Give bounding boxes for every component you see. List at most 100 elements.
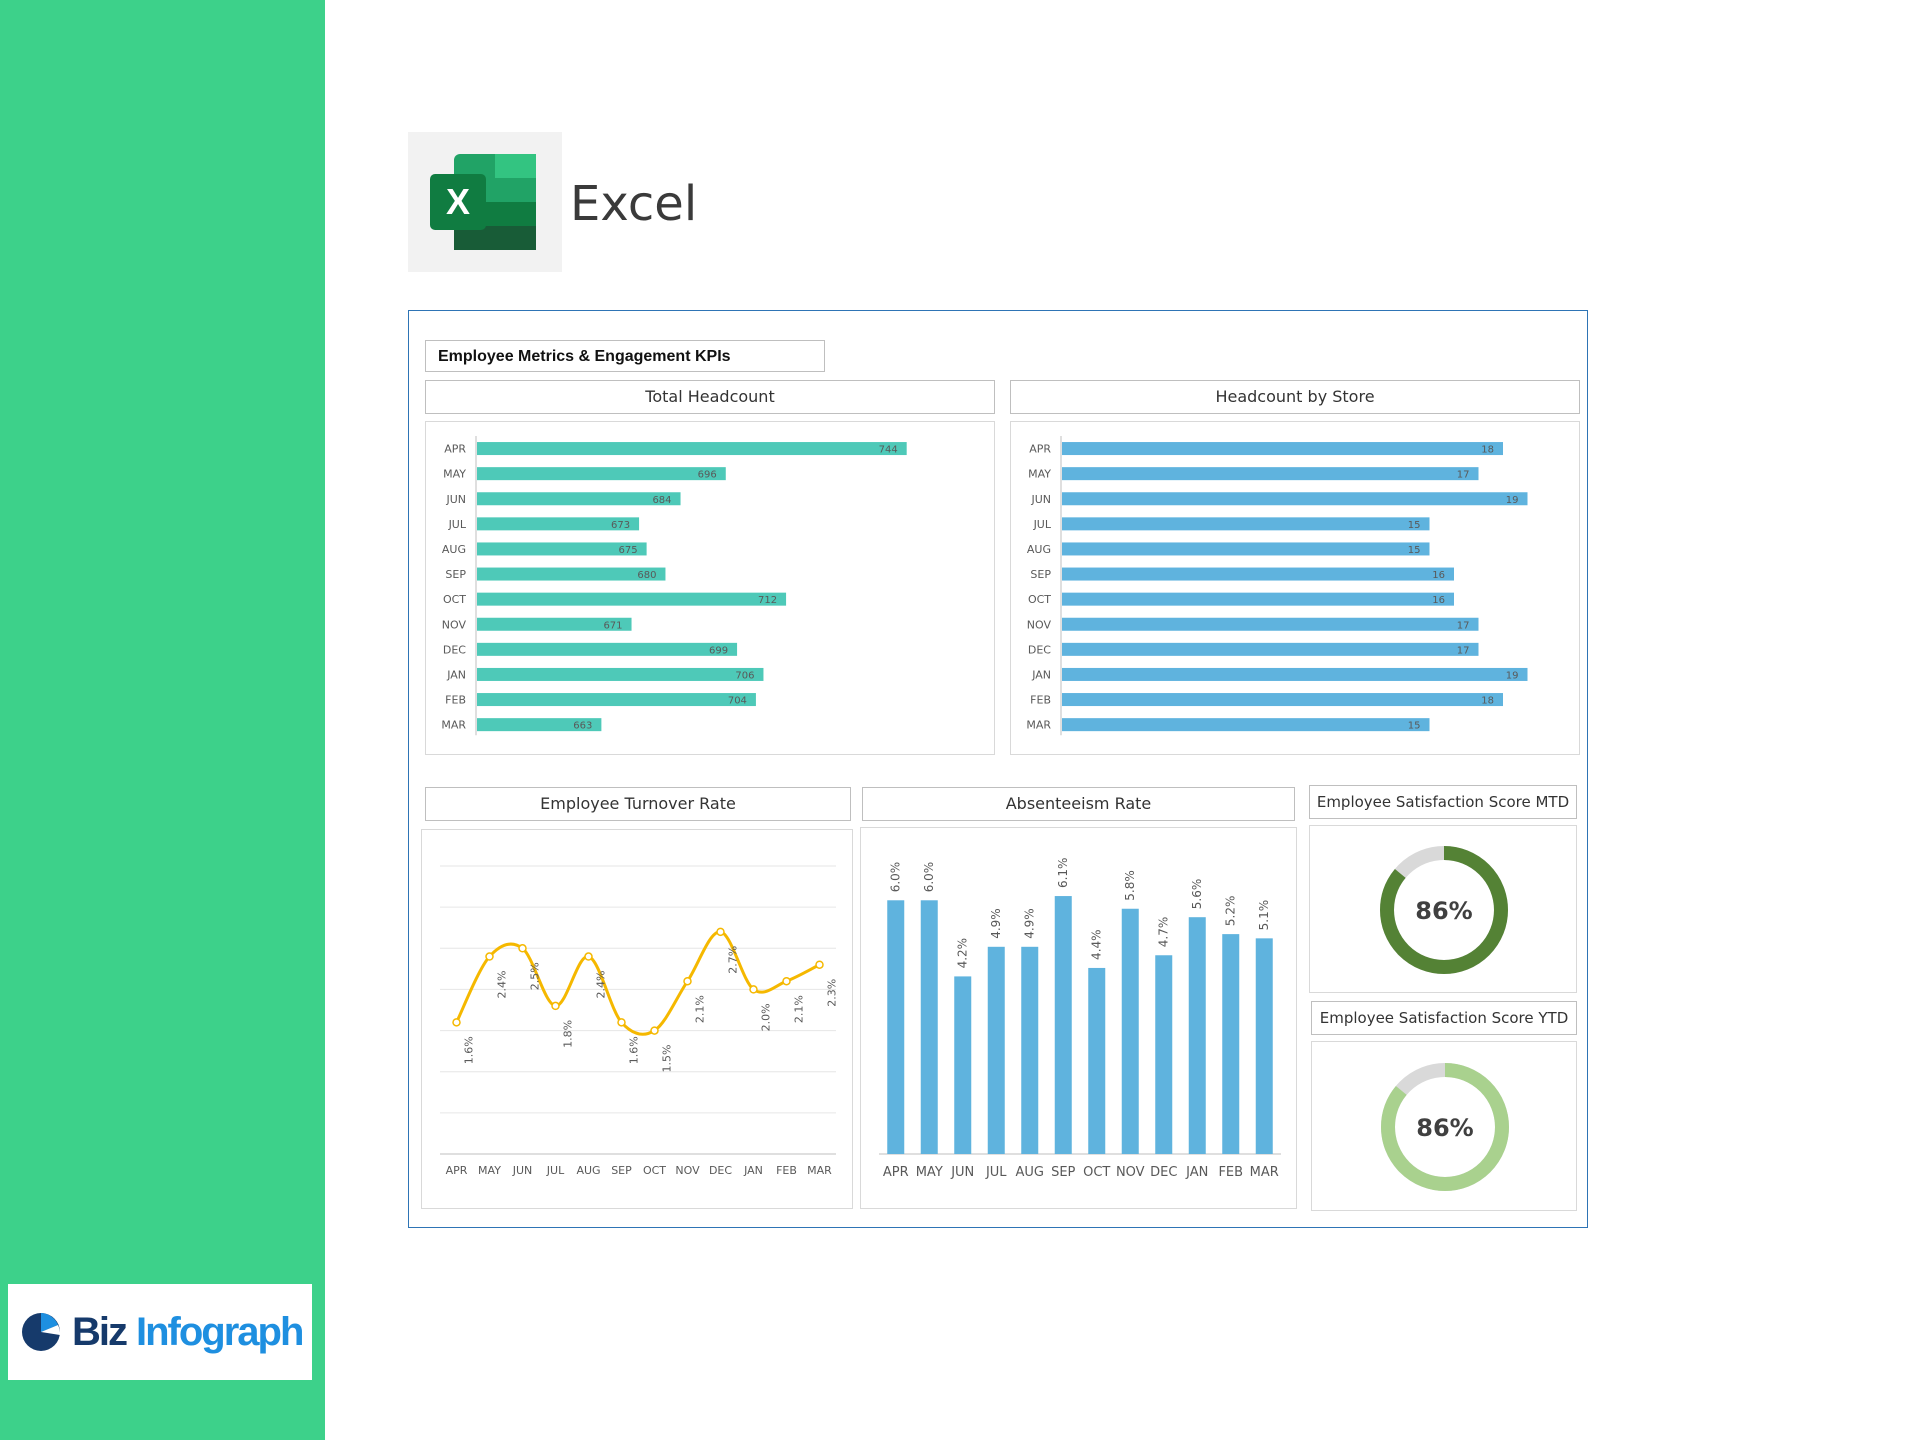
category-label: SEP (611, 1164, 632, 1177)
category-label: NOV (675, 1164, 700, 1177)
bar (477, 517, 640, 531)
category-label: OCT (1083, 1165, 1110, 1180)
data-label: 18 (1481, 696, 1494, 707)
category-label: SEP (1051, 1165, 1075, 1180)
data-label: 19 (1506, 670, 1519, 681)
category-label: AUG (1016, 1165, 1044, 1180)
category-label: OCT (1028, 593, 1051, 606)
turnover-rate-title: Employee Turnover Rate (425, 787, 851, 821)
data-label: 4.4% (1090, 929, 1104, 960)
category-label: JUL (1033, 518, 1052, 531)
satisfaction-ytd-chart: 86% (1311, 1041, 1577, 1211)
data-label: 2.4% (595, 971, 608, 999)
absenteeism-rate-title: Absenteeism Rate (862, 787, 1295, 821)
data-label: 663 (573, 721, 592, 732)
turnover-rate-chart: 1.6% APR 2.4% MAY 2.5% JUN 1.8% JUL 2.4% AUG 1.6% S… (421, 829, 853, 1209)
category-label: DEC (1028, 643, 1051, 656)
data-label: 19 (1506, 495, 1519, 506)
bar (1062, 517, 1430, 531)
svg-text:X: X (446, 181, 470, 222)
data-label: 5.8% (1123, 870, 1137, 901)
category-label: JUL (985, 1165, 1007, 1180)
data-point (551, 1001, 560, 1011)
data-label: 680 (637, 570, 656, 581)
bar (1062, 592, 1454, 606)
category-label: APR (883, 1165, 909, 1180)
bar (1062, 567, 1454, 581)
bar (1062, 693, 1503, 707)
bar (1088, 967, 1106, 1154)
data-label: 1.8% (562, 1020, 575, 1048)
category-label: DEC (709, 1164, 732, 1177)
category-label: JUN (1030, 493, 1051, 506)
dashboard-title: Employee Metrics & Engagement KPIs (425, 340, 825, 372)
data-label: 17 (1457, 470, 1470, 481)
category-label: DEC (443, 643, 466, 656)
data-point (782, 976, 791, 986)
bar (1062, 442, 1503, 456)
data-label: 18 (1481, 445, 1494, 456)
category-label: FEB (1218, 1165, 1243, 1180)
data-label: 1.5% (661, 1045, 674, 1073)
data-label: 2.0% (760, 1003, 773, 1031)
total-headcount-title: Total Headcount (425, 380, 995, 414)
data-point (617, 1018, 626, 1027)
data-label: 4.2% (956, 938, 970, 969)
bar (1021, 946, 1039, 1154)
data-label: 712 (758, 595, 777, 606)
sidebar: Biz Infograph (0, 0, 325, 1440)
data-label: 706 (735, 670, 754, 681)
data-point (452, 1018, 461, 1027)
category-label: APR (1029, 443, 1051, 456)
category-label: APR (444, 443, 466, 456)
data-label: 696 (698, 470, 717, 481)
category-label: MAR (807, 1164, 832, 1177)
bar (477, 718, 602, 732)
bar (1062, 642, 1479, 656)
brand-word-1: Biz (72, 1309, 128, 1354)
category-label: JAN (1031, 668, 1051, 681)
category-label: NOV (1116, 1165, 1145, 1180)
category-label: JAN (1185, 1165, 1208, 1180)
bar (1188, 917, 1206, 1154)
bar (477, 617, 632, 631)
category-label: OCT (643, 1164, 666, 1177)
bar (477, 667, 764, 681)
category-label: JAN (743, 1164, 763, 1177)
donut-center-label: 86% (1415, 897, 1472, 925)
data-point (485, 952, 494, 961)
excel-logo-icon: X (430, 154, 536, 250)
data-label: 4.9% (1023, 908, 1037, 939)
donut-center-label: 86% (1416, 1114, 1473, 1142)
category-label: FEB (1030, 694, 1051, 707)
dashboard: Employee Metrics & Engagement KPIs Total… (408, 310, 1588, 1228)
data-point (518, 944, 527, 953)
category-label: SEP (1030, 568, 1051, 581)
satisfaction-mtd-title: Employee Satisfaction Score MTD (1309, 785, 1577, 819)
brand-word-2: Infograph (136, 1309, 304, 1354)
bar (477, 542, 647, 556)
data-label: 15 (1408, 520, 1421, 531)
data-label: 6.0% (922, 862, 936, 893)
data-point (683, 976, 692, 986)
data-label: 15 (1408, 721, 1421, 732)
category-label: AUG (576, 1164, 600, 1177)
category-label: MAY (916, 1165, 943, 1180)
category-label: MAY (478, 1164, 501, 1177)
bar (477, 642, 738, 656)
data-label: 671 (603, 620, 622, 631)
data-label: 16 (1432, 570, 1445, 581)
data-label: 17 (1457, 620, 1470, 631)
category-label: SEP (445, 568, 466, 581)
headcount-by-store-chart: APR 18 MAY 17 JUN 19 JUL 15 AUG 15 SEP 16 OCT 16 NOV 17… (1010, 421, 1580, 755)
data-label: 2.3% (826, 979, 839, 1007)
bar (477, 442, 907, 456)
data-point (716, 927, 725, 937)
bar (477, 693, 756, 707)
bar (1062, 718, 1430, 732)
category-label: MAR (1026, 719, 1051, 732)
data-label: 2.7% (727, 946, 740, 974)
category-label: MAR (1250, 1165, 1279, 1180)
data-label: 4.9% (989, 908, 1003, 939)
bar (477, 492, 681, 506)
